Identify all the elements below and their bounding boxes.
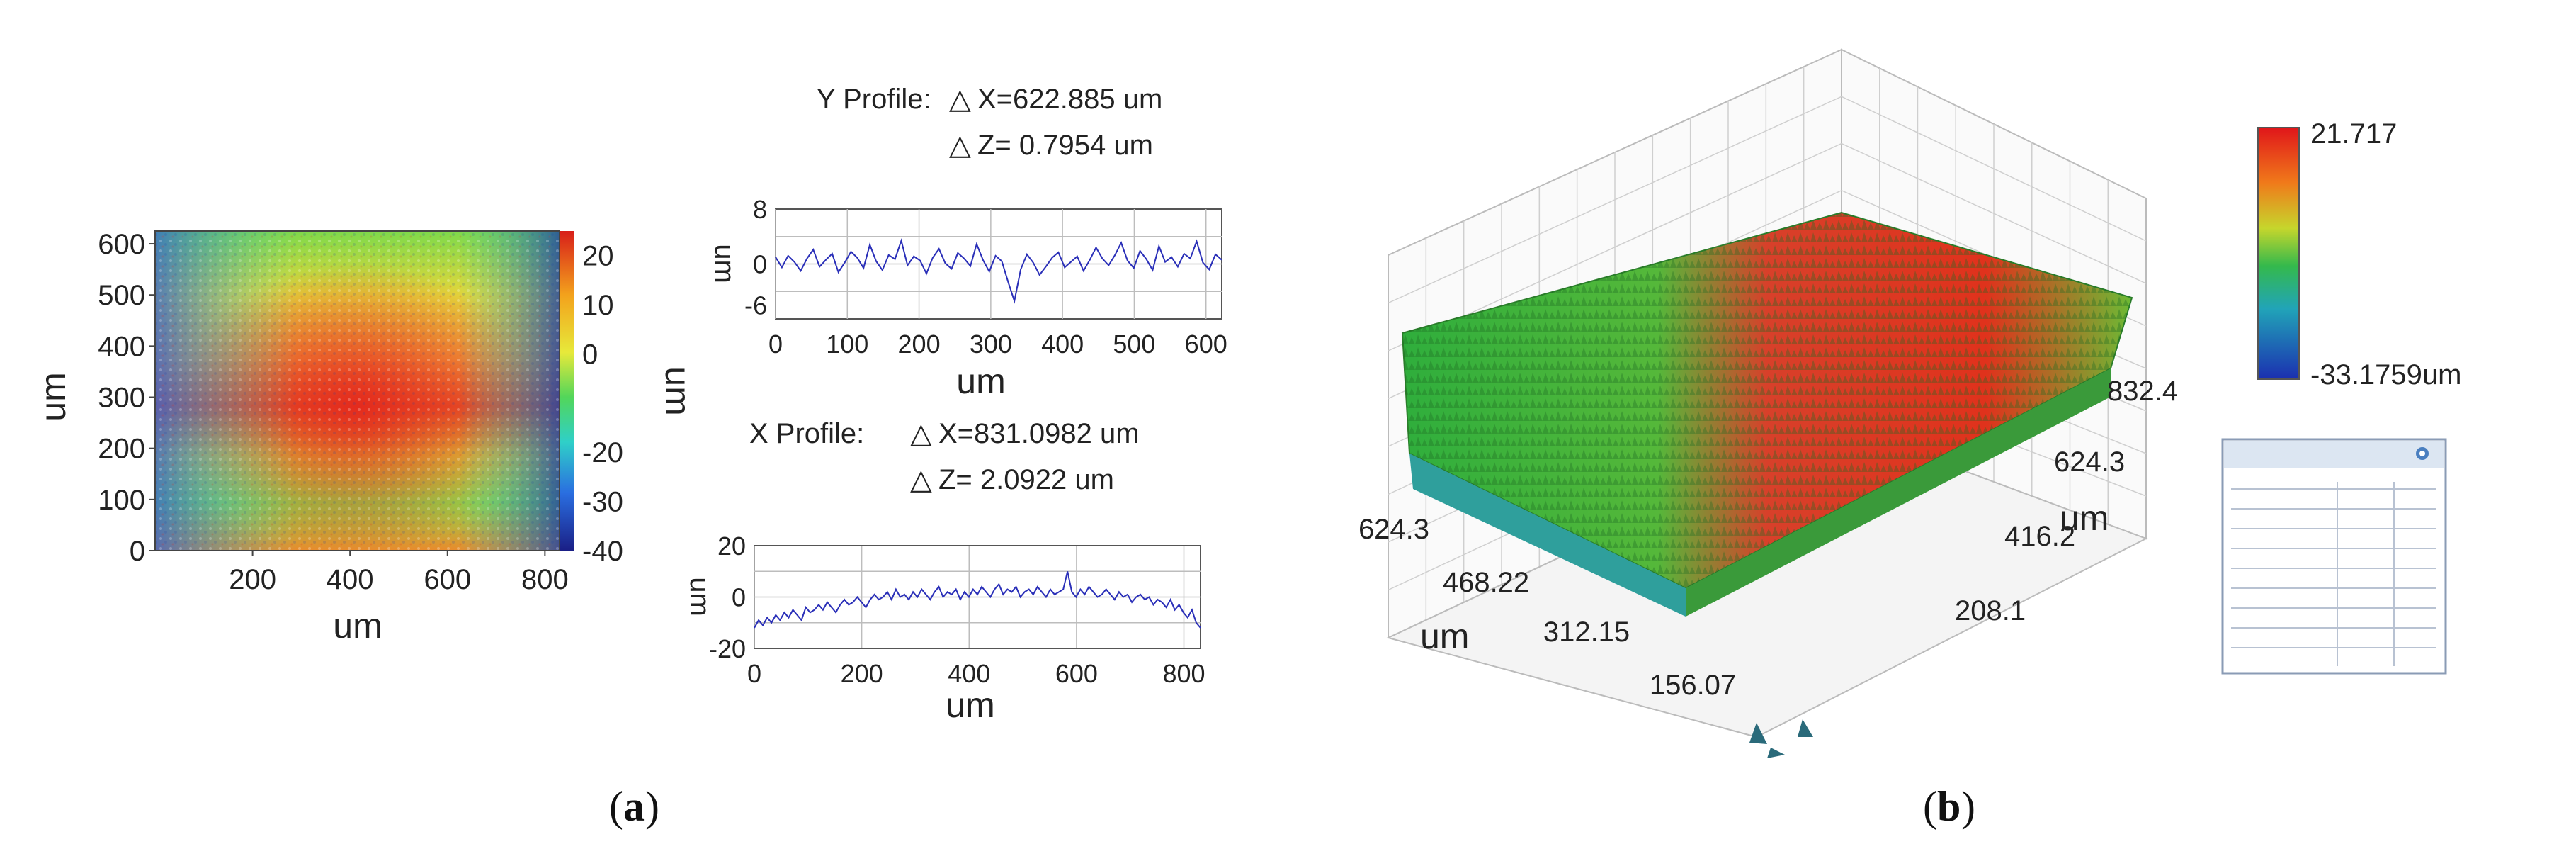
orientation-gizmo-icon [1749,719,1813,758]
x-profile-delta-symbol: △ [910,418,932,449]
x-profile-chart: X Profile: △ X=831.0982 um △ Z= 2.0922 u… [684,418,1205,725]
y-profile-line [775,238,1222,304]
heatmap-ytick-label: 200 [98,434,145,465]
heatmap-colorbar-tick-label: 10 [582,290,614,321]
wall-grid-line [1388,96,1842,304]
y-profile-name: Y Profile: [817,84,931,115]
surface-left-tick-label: 156.07 [1650,670,1736,701]
heatmap-colorbar-tick-label: -30 [582,487,623,518]
surface-left-tick-label: 624.3 [1358,514,1429,545]
y-profile-xtick-label: 500 [1113,330,1155,359]
y-profile-dx: X=622.885 um [977,84,1162,115]
results-settings-icon [2416,447,2429,460]
y-profile-xtick-label: 0 [768,330,783,359]
surface-left-tick-label: 468.22 [1443,567,1529,598]
heatmap-colorbar-tick-label: 0 [582,339,598,370]
surface-colorbar-min: -33.1759um [2310,359,2461,390]
y-profile-ylabel: um [709,244,740,283]
x-profile-xtick-label: 800 [1162,659,1205,688]
y-profile-xtick-label: 200 [898,330,941,359]
heatmap-xtick-label: 800 [521,564,569,595]
analytical-results-table [2221,438,2447,675]
panel-label-a-close: ) [645,783,659,830]
heatmap-colorbar [560,231,574,551]
heatmap-ytick-label: 400 [98,331,145,362]
y-profile-ytick-label: -6 [744,291,767,320]
heatmap-colorbar-tick-label: -40 [582,536,623,567]
x-profile-name: X Profile: [749,418,864,449]
x-profile-xtick-label: 200 [841,659,883,688]
heatmap-ylabel: um [33,372,73,421]
x-profile-xtick-label: 0 [747,659,761,688]
surface-right-tick-label: 416.2 [2004,521,2075,552]
y-profile-dz: Z= 0.7954 um [977,130,1153,161]
x-profile-ytick-label: 20 [717,531,746,561]
surface-left-axis-label: um [1420,617,1469,656]
y-profile-chart: Y Profile: △ X=622.885 um △ Z= 0.7954 um… [709,84,1227,401]
y-profile-delta-symbol: △ [949,84,971,115]
x-profile-line [754,571,1201,629]
y-profile-ytick-label: 0 [753,250,767,279]
y-profile-dz-delta-symbol: △ [949,130,971,161]
x-profile-dz: Z= 2.0922 um [938,464,1114,495]
surface-front-edge-right [1686,368,2111,617]
panel-label-b: ( b ) [1923,783,1975,830]
x-profile-xtick-label: 600 [1055,659,1098,688]
surface-right-tick-label: 624.3 [2054,446,2125,478]
y-profile-xlabel: um [956,361,1005,401]
heatmap-ytick-label: 0 [130,536,145,567]
heatmap-texture [155,231,560,551]
surface-mesh-texture [1402,213,2132,588]
surface-colorbar [2257,127,2300,380]
y-profile-xtick-label: 300 [970,330,1012,359]
heatmap-ytick-label: 500 [98,280,145,311]
x-profile-ytick-label: -20 [709,634,746,663]
heatmap-colorbar-label: um [658,366,698,415]
x-profile-ylabel: um [684,577,715,617]
y-profile-xtick-label: 400 [1041,330,1084,359]
x-profile-xlabel: um [946,685,994,725]
surface-front-edge-left [1409,454,1686,617]
heatmap-ytick-label: 300 [98,383,145,414]
panel-label-a: ( a ) [609,783,659,830]
surface-colorbar-max: 21.717 [2310,118,2397,150]
x-profile-xtick-label: 400 [948,659,990,688]
surface-right-tick-label: 832.4 [2107,376,2178,407]
y-profile-xtick-label: 600 [1185,330,1227,359]
surface-3d-plot: 624.3 468.22 312.15 156.07 um 832.4 624.3 416… [1358,48,2461,758]
heatmap-xtick-label: 400 [327,564,374,595]
y-profile-xtick-label: 100 [826,330,868,359]
heatmap-colorbar-tick-label: 20 [582,241,614,272]
heatmap-xtick-label: 600 [424,564,471,595]
panel-label-a-letter: a [623,783,645,830]
heatmap-ytick-label: 100 [98,485,145,516]
wall-grid-line [1841,142,2147,284]
heatmap-ytick-label: 600 [98,229,145,260]
x-profile-ytick-label: 0 [732,583,746,612]
surface-right-axis-label: um [2060,498,2109,538]
panel-label-b-letter: b [1937,783,1961,830]
heatmap-xlabel: um [333,606,382,646]
x-profile-dx: X=831.0982 um [938,418,1140,449]
wall-grid-line [1841,96,2147,242]
panel-label-b-open: ( [1923,783,1937,830]
panel-label-a-open: ( [609,783,623,830]
surface-right-tick-label: 208.1 [1955,595,2026,626]
x-profile-dz-delta-symbol: △ [910,464,932,495]
heatmap-xtick-label: 200 [229,564,276,595]
panel-label-b-close: ) [1961,783,1975,830]
heatmap-colorbar-tick-label: -20 [582,437,623,468]
y-profile-ytick-label: 8 [753,195,767,224]
surface-left-tick-label: 312.15 [1543,617,1630,648]
